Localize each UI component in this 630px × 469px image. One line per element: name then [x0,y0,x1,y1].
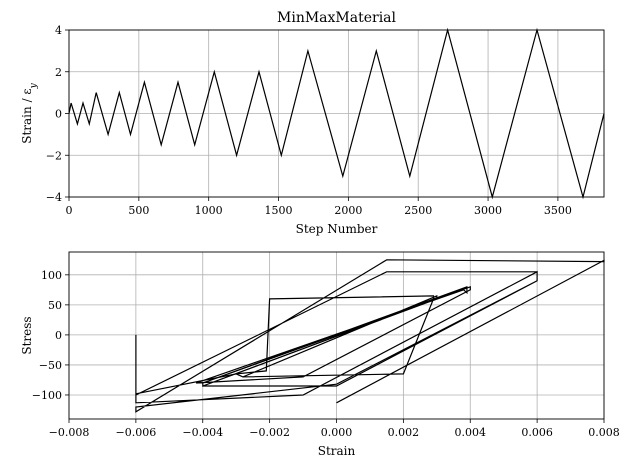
x-tick-label: 2500 [404,204,432,217]
x-tick-label: −0.008 [49,426,90,439]
y-tick-label: −4 [46,191,62,204]
strain-history-chart: 0 500 1000 1500 2000 2500 3000 3500 −4 −2 0 2 4 MinMa… [20,10,605,236]
x-tick-label: 2000 [334,204,362,217]
y-tick-label: −2 [46,149,62,162]
x-tick-label: 0.002 [388,426,420,439]
x-tick-label: 3000 [474,204,502,217]
x-tick-label: 1500 [265,204,293,217]
y-tick-label: −100 [32,389,62,402]
chart-title: MinMaxMaterial [277,10,397,26]
y-tick-label: 50 [48,299,62,312]
x-tick-label: −0.004 [182,426,223,439]
y-tick-label: 100 [41,269,62,282]
x-tick-label: 3500 [544,204,572,217]
x-tick-label: −0.002 [249,426,290,439]
x-tick-label: 0.004 [455,426,487,439]
x-tick-label: 0 [66,204,73,217]
x-tick-label: 0.008 [588,426,620,439]
x-tick-label: 0.000 [321,426,353,439]
x-tick-label: 0.006 [521,426,553,439]
y-tick-label: −50 [39,359,62,372]
y-tick-label: 0 [55,108,62,121]
y-tick-label: 0 [55,329,62,342]
x-axis-label: Strain [318,444,356,458]
x-axis-label: Step Number [296,222,378,236]
x-tick-label: −0.006 [116,426,157,439]
y-axis-label: Stress [20,316,34,354]
x-tick-label: 1000 [195,204,223,217]
series-line [135,259,605,413]
y-axis-label-subscript: y [29,82,39,89]
y-tick-label: 4 [55,24,62,37]
stress-strain-chart: −0.008 −0.006 −0.004 −0.002 0.000 0.002 0.004 0… [20,251,620,458]
x-tick-label: 500 [128,204,149,217]
series-line [68,27,605,200]
y-axis-label: Strain / εy [20,82,39,143]
y-tick-label: 2 [55,66,62,79]
